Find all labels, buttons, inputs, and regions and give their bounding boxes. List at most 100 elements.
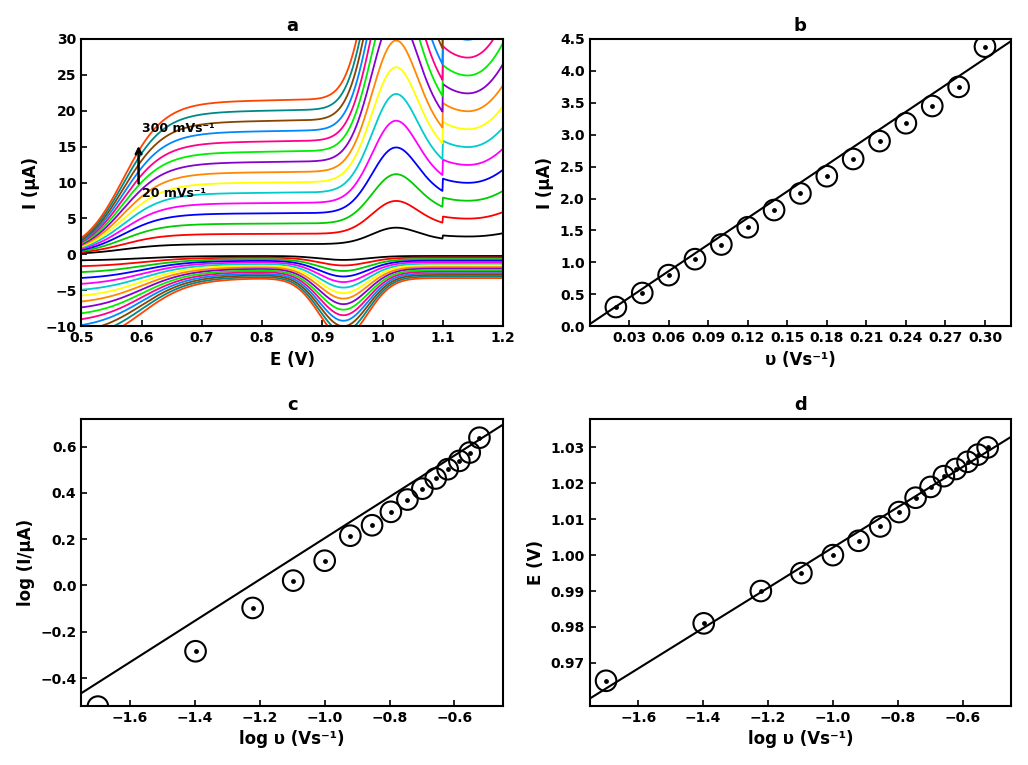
Point [399, 493, 415, 506]
Point [794, 567, 810, 579]
Point [922, 481, 939, 493]
Point [766, 204, 782, 216]
Title: c: c [287, 396, 297, 415]
Point [439, 463, 455, 475]
Point [850, 535, 867, 547]
Point [382, 506, 399, 518]
Point [922, 481, 939, 493]
Point [793, 187, 809, 200]
Point [462, 447, 478, 459]
Point [285, 575, 301, 587]
X-axis label: log υ (Vs⁻¹): log υ (Vs⁻¹) [747, 731, 853, 748]
Point [428, 472, 444, 484]
Point [660, 269, 676, 282]
Y-axis label: I (μA): I (μA) [537, 157, 554, 209]
Point [872, 135, 888, 147]
Text: 20 mVs⁻¹: 20 mVs⁻¹ [142, 187, 206, 200]
Point [317, 555, 333, 567]
Point [89, 701, 106, 713]
Point [977, 41, 993, 53]
Point [824, 549, 841, 562]
Point [793, 187, 809, 200]
Point [342, 529, 359, 542]
Title: a: a [286, 17, 298, 34]
Y-axis label: E (V): E (V) [526, 540, 545, 584]
Point [696, 617, 712, 630]
Point [935, 470, 952, 482]
Point [959, 456, 976, 468]
Point [687, 253, 703, 265]
Point [891, 506, 908, 518]
Point [739, 221, 756, 233]
Point [969, 448, 986, 461]
Point [824, 549, 841, 562]
Point [687, 253, 703, 265]
Point [364, 519, 380, 532]
Point [187, 645, 204, 657]
X-axis label: E (V): E (V) [269, 350, 315, 369]
Point [977, 41, 993, 53]
Point [245, 602, 261, 614]
Point [794, 567, 810, 579]
Point [414, 483, 431, 495]
Point [872, 520, 888, 532]
Point [317, 555, 333, 567]
Point [439, 463, 455, 475]
Point [634, 287, 651, 299]
Point [382, 506, 399, 518]
Text: 300 mVs⁻¹: 300 mVs⁻¹ [142, 122, 214, 135]
Point [948, 463, 964, 475]
Point [980, 441, 996, 454]
Point [908, 492, 924, 504]
Point [608, 301, 624, 313]
Point [950, 81, 966, 93]
Point [924, 100, 941, 112]
Title: b: b [794, 17, 807, 34]
Point [897, 117, 914, 129]
X-axis label: log υ (Vs⁻¹): log υ (Vs⁻¹) [240, 731, 345, 748]
Point [850, 535, 867, 547]
Point [285, 575, 301, 587]
Point [471, 431, 487, 444]
Point [872, 135, 888, 147]
Point [924, 100, 941, 112]
Point [245, 602, 261, 614]
Point [845, 153, 861, 165]
Point [897, 117, 914, 129]
Point [948, 463, 964, 475]
Point [471, 431, 487, 444]
Point [608, 301, 624, 313]
Point [713, 239, 730, 251]
Point [342, 529, 359, 542]
Point [451, 454, 468, 467]
Point [428, 472, 444, 484]
Point [713, 239, 730, 251]
Point [891, 506, 908, 518]
Point [872, 520, 888, 532]
Y-axis label: I (μA): I (μA) [22, 157, 40, 209]
Point [187, 645, 204, 657]
Point [766, 204, 782, 216]
Point [364, 519, 380, 532]
Point [969, 448, 986, 461]
Point [950, 81, 966, 93]
Point [414, 483, 431, 495]
Point [935, 470, 952, 482]
Title: d: d [794, 396, 807, 415]
Point [818, 170, 835, 182]
Point [752, 585, 769, 597]
Point [660, 269, 676, 282]
Point [752, 585, 769, 597]
Point [89, 701, 106, 713]
Y-axis label: log (I/μA): log (I/μA) [16, 519, 35, 606]
Point [598, 675, 615, 687]
Point [908, 492, 924, 504]
Point [845, 153, 861, 165]
Point [399, 493, 415, 506]
Point [739, 221, 756, 233]
Point [696, 617, 712, 630]
Point [598, 675, 615, 687]
Point [451, 454, 468, 467]
X-axis label: υ (Vs⁻¹): υ (Vs⁻¹) [765, 350, 836, 369]
Point [818, 170, 835, 182]
